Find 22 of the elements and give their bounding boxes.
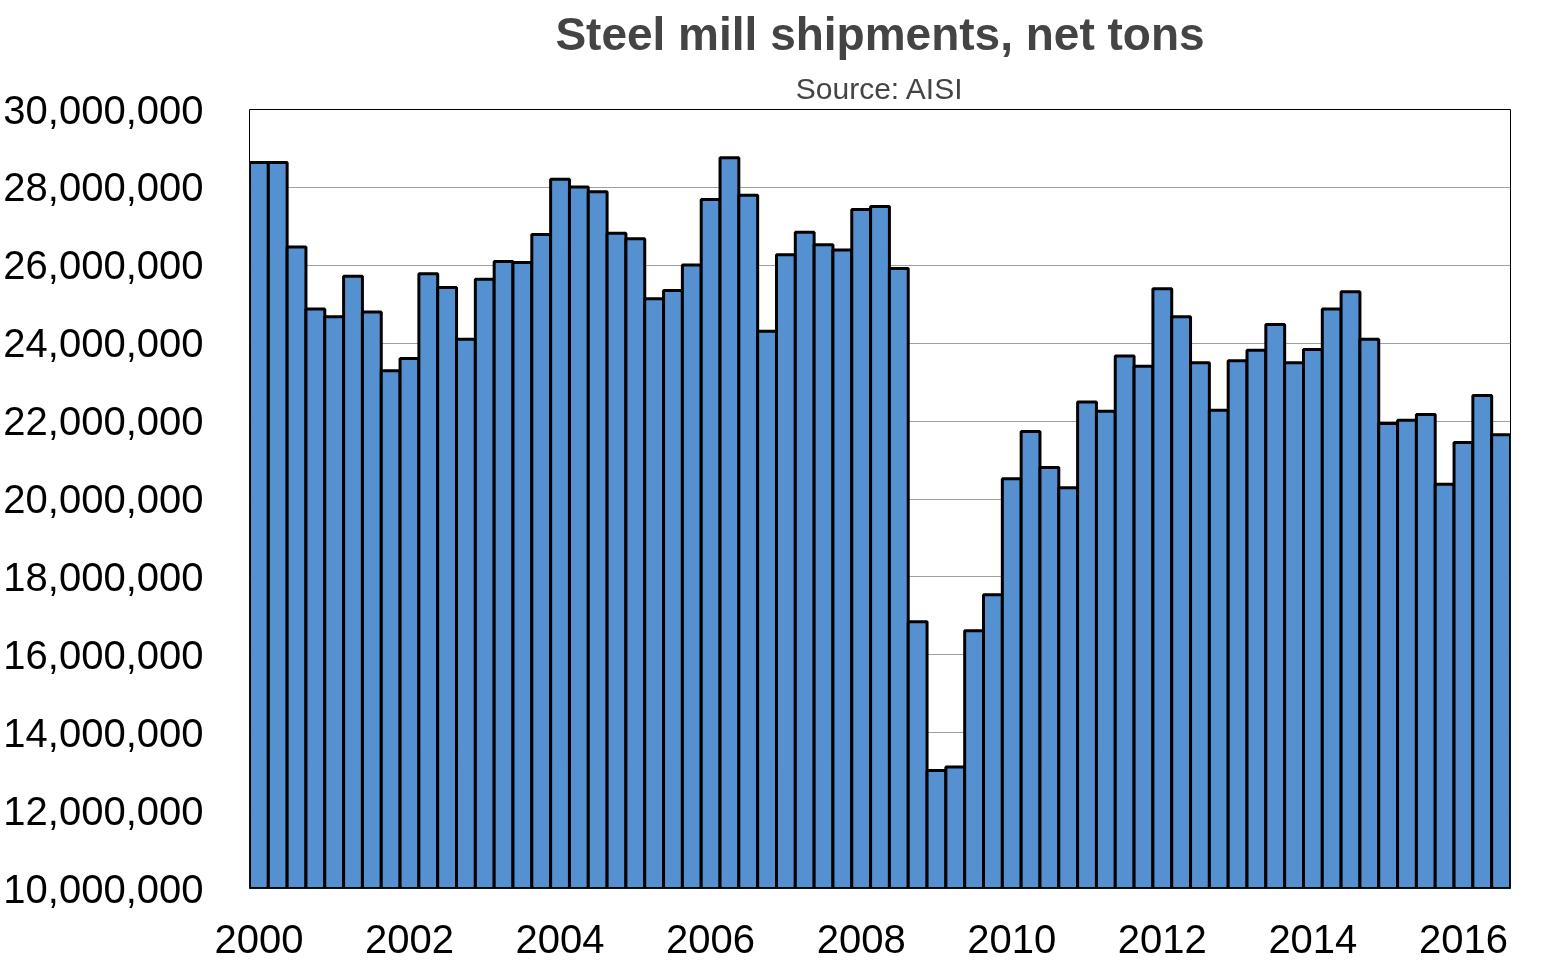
y-tick-label: 24,000,000 bbox=[3, 321, 204, 366]
chart-subtitle: Source: AISI bbox=[795, 71, 963, 105]
x-tick-label: 2000 bbox=[214, 916, 304, 960]
y-tick-label: 14,000,000 bbox=[3, 710, 204, 755]
y-tick-label: 10,000,000 bbox=[3, 866, 204, 911]
x-tick-label: 2016 bbox=[1418, 916, 1508, 960]
y-tick-label: 16,000,000 bbox=[3, 632, 204, 677]
y-tick-label: 20,000,000 bbox=[3, 477, 204, 521]
x-tick-label: 2006 bbox=[666, 916, 756, 960]
y-tick-label: 28,000,000 bbox=[3, 165, 204, 210]
y-tick-label: 12,000,000 bbox=[3, 788, 204, 833]
y-tick-label: 26,000,000 bbox=[3, 243, 204, 288]
x-tick-label: 2002 bbox=[364, 916, 454, 960]
y-tick-label: 22,000,000 bbox=[3, 399, 204, 444]
x-tick-label: 2014 bbox=[1268, 916, 1358, 960]
x-tick-label: 2008 bbox=[816, 916, 906, 960]
x-tick-label: 2012 bbox=[1117, 916, 1207, 960]
x-tick-label: 2004 bbox=[515, 916, 605, 960]
y-tick-label: 30,000,000 bbox=[3, 87, 204, 132]
chart-title: Steel mill shipments, net tons bbox=[555, 7, 1205, 60]
y-tick-label: 18,000,000 bbox=[3, 554, 204, 599]
x-tick-label: 2010 bbox=[967, 916, 1057, 960]
